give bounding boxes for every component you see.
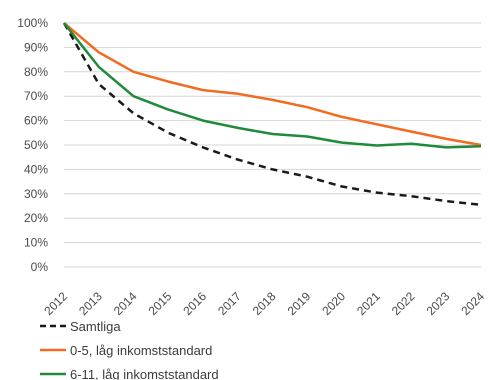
x-tick-label: 2013	[76, 289, 105, 318]
legend-label-0-5-l-g-inkomststandard: 0-5, låg inkomststandard	[70, 343, 212, 358]
y-tick-label: 40%	[24, 162, 48, 176]
x-tick-label: 2021	[354, 289, 383, 318]
legend-label-6-11-l-g-inkomststandard: 6-11, låg inkomststandard	[70, 367, 219, 380]
y-axis: 0% 10% 20% 30% 40% 50% 60% 70% 80% 90% 100%	[17, 16, 48, 274]
x-tick-label: 2012	[41, 289, 70, 318]
x-tick-label: 2014	[111, 289, 140, 318]
y-tick-label: 30%	[24, 187, 48, 201]
y-tick-label: 20%	[24, 211, 48, 225]
x-tick-label: 2016	[180, 289, 209, 318]
y-tick-label: 80%	[24, 65, 48, 79]
legend: Samtliga 0-5, låg inkomststandard 6-11, lå…	[40, 319, 219, 380]
x-tick-label: 2019	[285, 289, 314, 318]
legend-label-samtliga: Samtliga	[70, 319, 121, 334]
x-tick-label: 2020	[319, 289, 348, 318]
y-tick-label: 60%	[24, 114, 48, 128]
x-tick-label: 2023	[424, 289, 453, 318]
x-tick-label: 2022	[389, 289, 418, 318]
x-tick-label: 2015	[146, 289, 175, 318]
y-tick-label: 50%	[24, 138, 48, 152]
series-lines	[62, 22, 482, 207]
x-tick-label: 2024	[458, 289, 487, 318]
x-tick-label: 2017	[215, 289, 244, 318]
x-tick-label: 2018	[250, 289, 279, 318]
y-tick-label: 100%	[17, 16, 48, 30]
y-tick-label: 90%	[24, 40, 48, 54]
series-line-0-5-l-g-inkomststandard	[63, 22, 482, 147]
x-axis: 2012 2013 2014 2015 2016 2017 2018 2019 2020 2021…	[41, 289, 487, 318]
y-tick-label: 10%	[24, 236, 48, 250]
series-line-samtliga	[62, 22, 482, 207]
y-tick-label: 0%	[31, 260, 49, 274]
y-tick-label: 70%	[24, 89, 48, 103]
series-line-6-11-l-g-inkomststandard	[63, 22, 482, 149]
